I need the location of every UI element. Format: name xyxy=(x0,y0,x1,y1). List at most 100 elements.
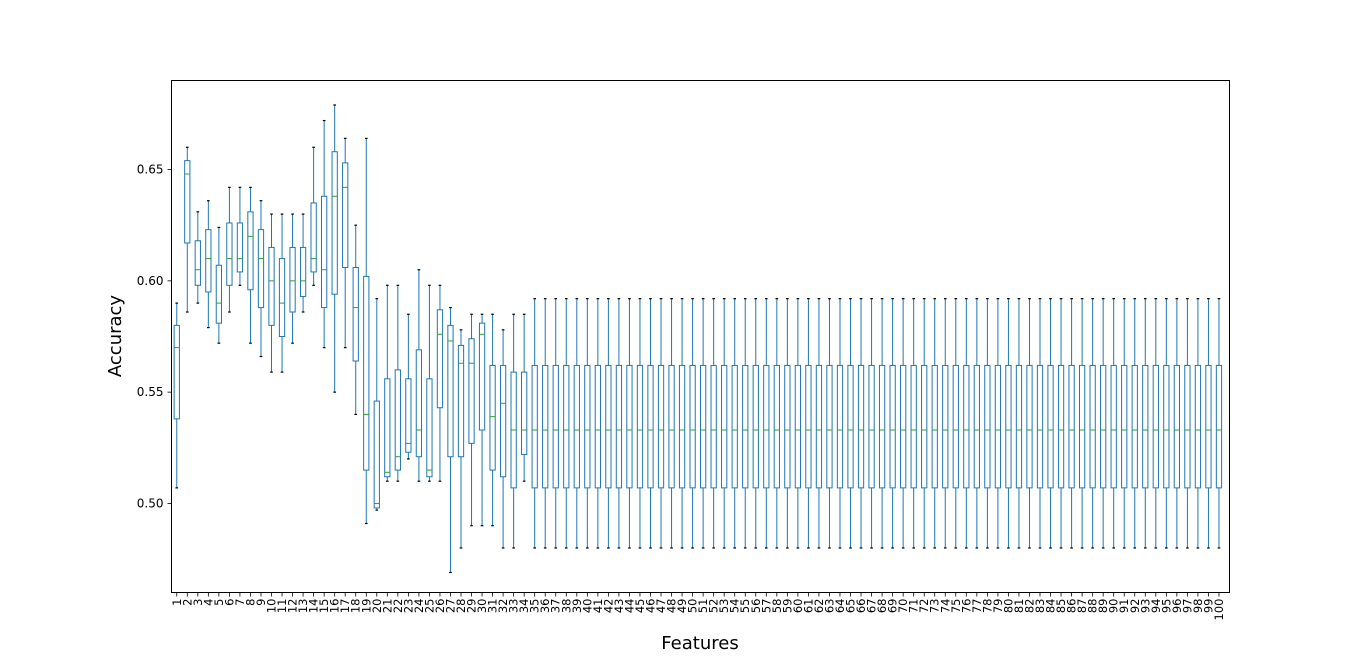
y-tick-label: 0.60 xyxy=(137,274,164,288)
box-iqr xyxy=(173,324,180,420)
box-60 xyxy=(794,298,802,549)
box-69 xyxy=(889,298,896,549)
box-29 xyxy=(468,313,475,527)
x-tick-label: 96 xyxy=(1170,599,1184,614)
box-iqr xyxy=(900,364,907,489)
box-iqr xyxy=(1015,364,1023,489)
x-tick-label: 10 xyxy=(265,599,279,614)
x-tick-label: 81 xyxy=(1012,599,1026,614)
box-83 xyxy=(1036,298,1044,549)
box-iqr xyxy=(342,162,349,268)
box-79 xyxy=(994,298,1002,549)
x-tick-label: 14 xyxy=(307,599,321,614)
box-iqr xyxy=(826,364,833,489)
box-iqr xyxy=(521,371,528,455)
box-39 xyxy=(573,298,580,549)
box-iqr xyxy=(436,309,444,409)
box-85 xyxy=(1057,298,1065,549)
box-iqr xyxy=(700,364,707,489)
box-iqr xyxy=(847,364,854,489)
x-tick-label: 42 xyxy=(601,599,615,614)
x-tick-label: 4 xyxy=(201,599,215,606)
x-tick-label: 16 xyxy=(328,599,342,614)
x-tick-label: 53 xyxy=(717,599,731,614)
x-tick-label: 12 xyxy=(286,599,300,614)
box-iqr xyxy=(1100,364,1107,489)
box-iqr xyxy=(394,369,401,471)
x-tick-label: 69 xyxy=(886,599,900,614)
box-73 xyxy=(931,298,938,549)
x-tick-label: 15 xyxy=(317,599,331,614)
box-iqr xyxy=(763,364,770,489)
box-iqr xyxy=(321,195,328,309)
box-iqr xyxy=(226,222,233,286)
box-iqr xyxy=(468,338,475,444)
box-75 xyxy=(952,298,959,549)
x-tick-label: 98 xyxy=(1191,599,1205,614)
box-52 xyxy=(710,298,717,549)
box-iqr xyxy=(1078,364,1086,489)
x-tick-label: 79 xyxy=(991,599,1005,614)
box-iqr xyxy=(215,264,223,324)
x-tick-label: 83 xyxy=(1033,599,1047,614)
x-tick-label: 57 xyxy=(759,599,773,614)
box-iqr xyxy=(552,364,559,489)
box-iqr xyxy=(636,364,644,489)
box-iqr xyxy=(963,364,970,489)
x-tick-label: 38 xyxy=(559,599,573,614)
box-iqr xyxy=(1036,364,1044,489)
box-30 xyxy=(478,313,486,527)
box-iqr xyxy=(542,364,549,489)
box-iqr xyxy=(257,229,265,309)
box-iqr xyxy=(1152,364,1159,489)
box-iqr xyxy=(194,240,201,286)
box-98 xyxy=(1194,298,1202,549)
y-tick-label: 0.65 xyxy=(137,163,164,177)
box-66 xyxy=(857,298,865,549)
x-tick-label: 78 xyxy=(980,599,994,614)
box-iqr xyxy=(1005,364,1012,489)
box-1 xyxy=(173,302,180,489)
box-iqr xyxy=(1057,364,1065,489)
box-15 xyxy=(321,119,328,349)
box-59 xyxy=(784,298,791,549)
box-26 xyxy=(436,284,444,482)
x-tick-label: 27 xyxy=(443,599,457,614)
box-iqr xyxy=(247,211,254,291)
box-38 xyxy=(563,298,570,549)
box-iqr xyxy=(752,364,759,489)
box-49 xyxy=(678,298,686,549)
box-16 xyxy=(331,104,338,393)
box-iqr xyxy=(352,266,359,362)
box-87 xyxy=(1078,298,1086,549)
x-tick-label: 45 xyxy=(633,599,647,614)
box-iqr xyxy=(384,378,391,478)
x-tick-label: 64 xyxy=(833,599,847,614)
box-iqr xyxy=(742,364,749,489)
x-tick-label: 20 xyxy=(370,599,384,614)
x-tick-label: 100 xyxy=(1212,599,1226,621)
box-iqr xyxy=(1089,364,1096,489)
box-iqr xyxy=(836,364,844,489)
box-5 xyxy=(215,226,223,344)
box-23 xyxy=(405,313,412,460)
box-91 xyxy=(1121,298,1128,549)
x-tick-label: 63 xyxy=(822,599,836,614)
boxes-layer xyxy=(173,104,1223,574)
box-76 xyxy=(963,298,970,549)
box-90 xyxy=(1110,298,1117,549)
x-tick-label: 34 xyxy=(517,599,531,614)
box-37 xyxy=(552,298,559,549)
box-62 xyxy=(815,298,823,549)
x-tick-label: 2 xyxy=(180,599,194,606)
x-tick-label: 28 xyxy=(454,599,468,614)
box-iqr xyxy=(878,364,886,489)
x-tick-label: 71 xyxy=(907,599,921,614)
box-96 xyxy=(1173,298,1180,549)
box-55 xyxy=(742,298,749,549)
x-tick-label: 60 xyxy=(791,599,805,614)
box-iqr xyxy=(794,364,802,489)
box-iqr xyxy=(236,222,244,273)
box-iqr xyxy=(573,364,580,489)
box-72 xyxy=(921,298,928,549)
